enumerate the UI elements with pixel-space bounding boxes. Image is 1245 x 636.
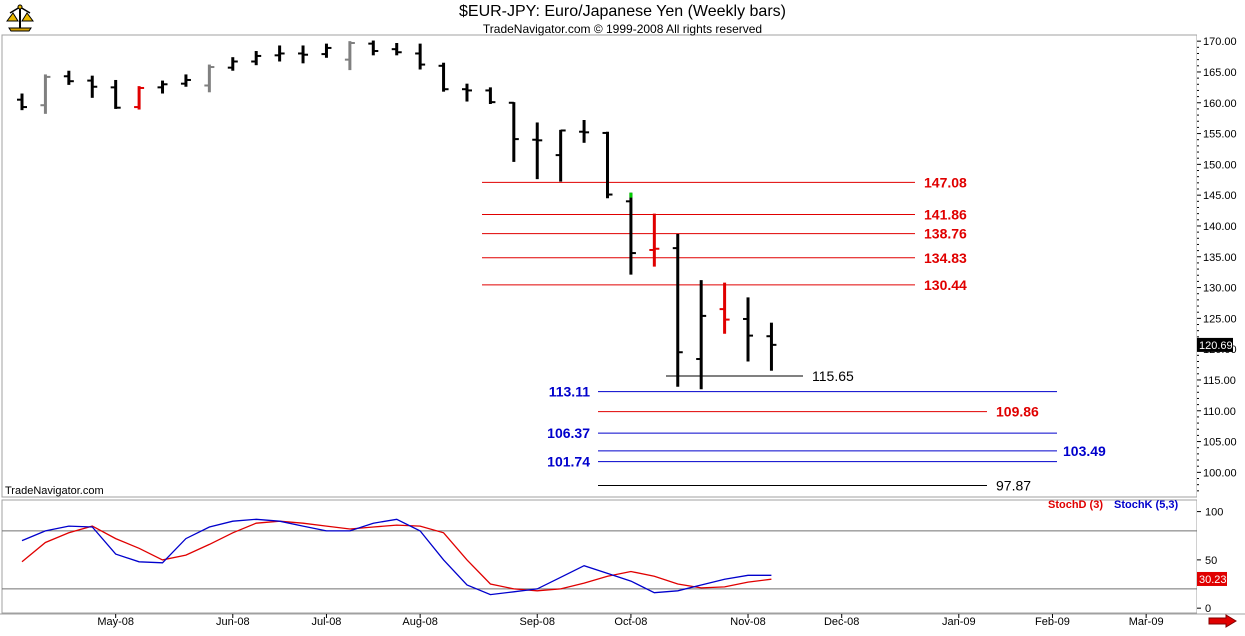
date-axis-label: Oct-08 [614,616,647,628]
scroll-right-arrow-icon[interactable] [1208,614,1238,628]
date-axis-label: Sep-08 [519,616,554,628]
stoch-axis-label: 100 [1205,507,1223,519]
price-axis-label: 115.00 [1203,375,1236,387]
stochd-legend: StochD (3) [1048,499,1103,511]
price-axis-label: 130.00 [1203,283,1237,295]
price-axis-label: 160.00 [1203,98,1237,110]
price-level-label: 134.83 [924,250,967,266]
date-axis-label: Nov-08 [730,616,765,628]
date-axis-label: Jan-09 [942,616,976,628]
date-axis-label: Dec-08 [824,616,859,628]
price-panel-frame [1,34,1198,498]
date-axis-label: Mar-09 [1129,616,1164,628]
last-price-box [1197,337,1233,352]
brand-label: TradeNavigator.com [5,485,104,497]
stoch-panel-frame [1,499,1198,614]
price-axis-label: 145.00 [1203,190,1237,202]
stoch-axis-label: 50 [1205,555,1217,567]
stochk-legend: StochK (5,3) [1114,499,1179,511]
price-level-label: 113.11 [549,384,590,400]
price-level-label: 141.86 [924,207,967,223]
price-axis-label: 125.00 [1203,313,1237,325]
stoch-last-value-box [1197,571,1227,586]
chart-title: $EUR-JPY: Euro/Japanese Yen (Weekly bars… [459,3,786,20]
stoch-series-line [21,518,772,596]
price-axis-label: 140.00 [1203,221,1237,233]
price-level-label: 101.74 [547,454,590,470]
tradenavigator-logo-icon [6,4,34,32]
date-axis-label: Feb-09 [1035,616,1070,628]
date-axis-label: Aug-08 [402,616,437,628]
price-axis-background [1197,0,1245,631]
stoch-axis-label: 0 [1205,603,1211,615]
price-level-label: 130.44 [924,277,967,293]
date-axis-label: Jul-08 [311,616,341,628]
date-axis-label: Jun-08 [216,616,250,628]
price-level-label: 109.86 [996,404,1039,420]
price-level-label: 138.76 [924,226,967,242]
price-axis-label: 155.00 [1203,129,1237,141]
stoch-last-value-label: 30.23 [1199,574,1227,586]
price-axis-label: 135.00 [1203,252,1237,264]
price-level-label: 115.65 [812,368,854,384]
price-level-label: 147.08 [924,174,967,190]
price-axis-label: 165.00 [1203,67,1237,79]
last-price-label: 120.69 [1199,340,1233,352]
date-axis-label: May-08 [97,616,134,628]
price-axis-label: 110.00 [1203,406,1236,418]
price-axis-label: 170.00 [1203,36,1237,48]
price-level-label: 97.87 [996,477,1031,493]
price-axis-label: 100.00 [1203,467,1237,479]
price-axis-label: 105.00 [1203,437,1237,449]
price-level-label: 106.37 [547,425,590,441]
price-axis-label: 150.00 [1203,159,1237,171]
price-level-label: 103.49 [1063,443,1106,459]
stoch-series-line [21,520,772,592]
chart-subtitle: TradeNavigator.com © 1999-2008 All right… [482,22,763,36]
